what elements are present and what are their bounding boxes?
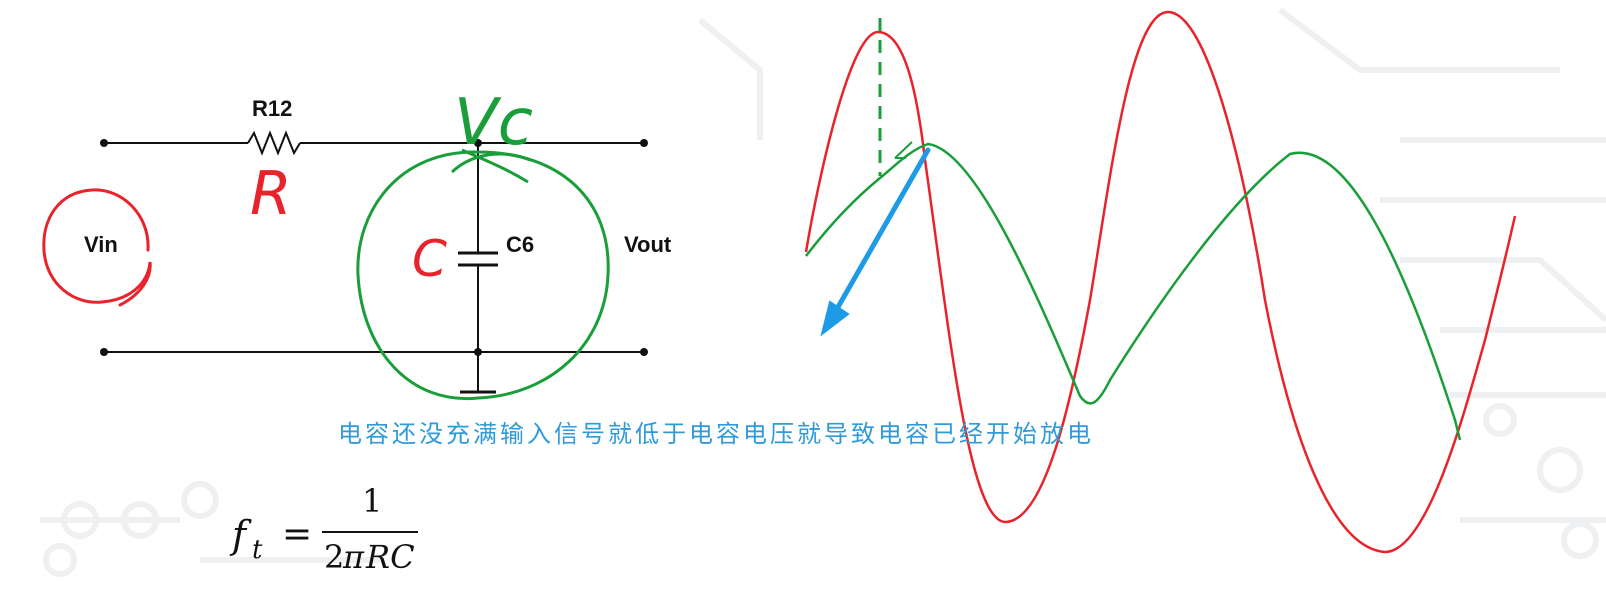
input-bottom-terminal [100,348,108,356]
capacitor-handwritten-label: C [412,230,447,288]
resistor-label: R12 [252,96,292,121]
junction-bottom [474,348,482,356]
discharge-caption: 电容还没充满输入信号就低于电容电压就导致电容已经开始放电 [338,420,1094,448]
input-label: Vin [84,232,118,257]
vin-circle-mark [42,188,152,307]
capacitor-voltage-wave [805,142,1462,441]
capacitor-voltage-label: Vc [454,86,533,160]
junction-top [474,139,482,147]
output-top-terminal [640,139,648,147]
formula-denominator-two: 2 [324,538,344,576]
capacitor-highlight-circle [356,150,610,401]
rc-circuit-schematic [104,130,644,394]
input-sine-wave [804,10,1517,554]
discharge-arrow [820,147,931,337]
output-label: Vout [624,232,672,257]
background-pattern [40,7,1606,577]
resistor-handwritten-label: R [250,159,292,229]
output-bottom-terminal [640,348,648,356]
vc-cross-mark [450,148,531,184]
discharge-pointer-mark [894,141,913,159]
resistor-symbol [247,130,301,156]
formula-denominator-rc: RC [365,538,415,576]
formula-subscript: t [252,535,263,565]
input-top-terminal [100,139,108,147]
formula-equals: = [282,514,312,555]
formula-numerator: 1 [362,482,382,520]
formula-symbol: f [229,513,252,557]
capacitor-label: C6 [506,232,534,257]
formula-denominator-pi: π [342,538,365,576]
schematic-nodes [100,139,648,356]
cutoff-frequency-formula: f t = 1 2 π RC [229,482,418,576]
